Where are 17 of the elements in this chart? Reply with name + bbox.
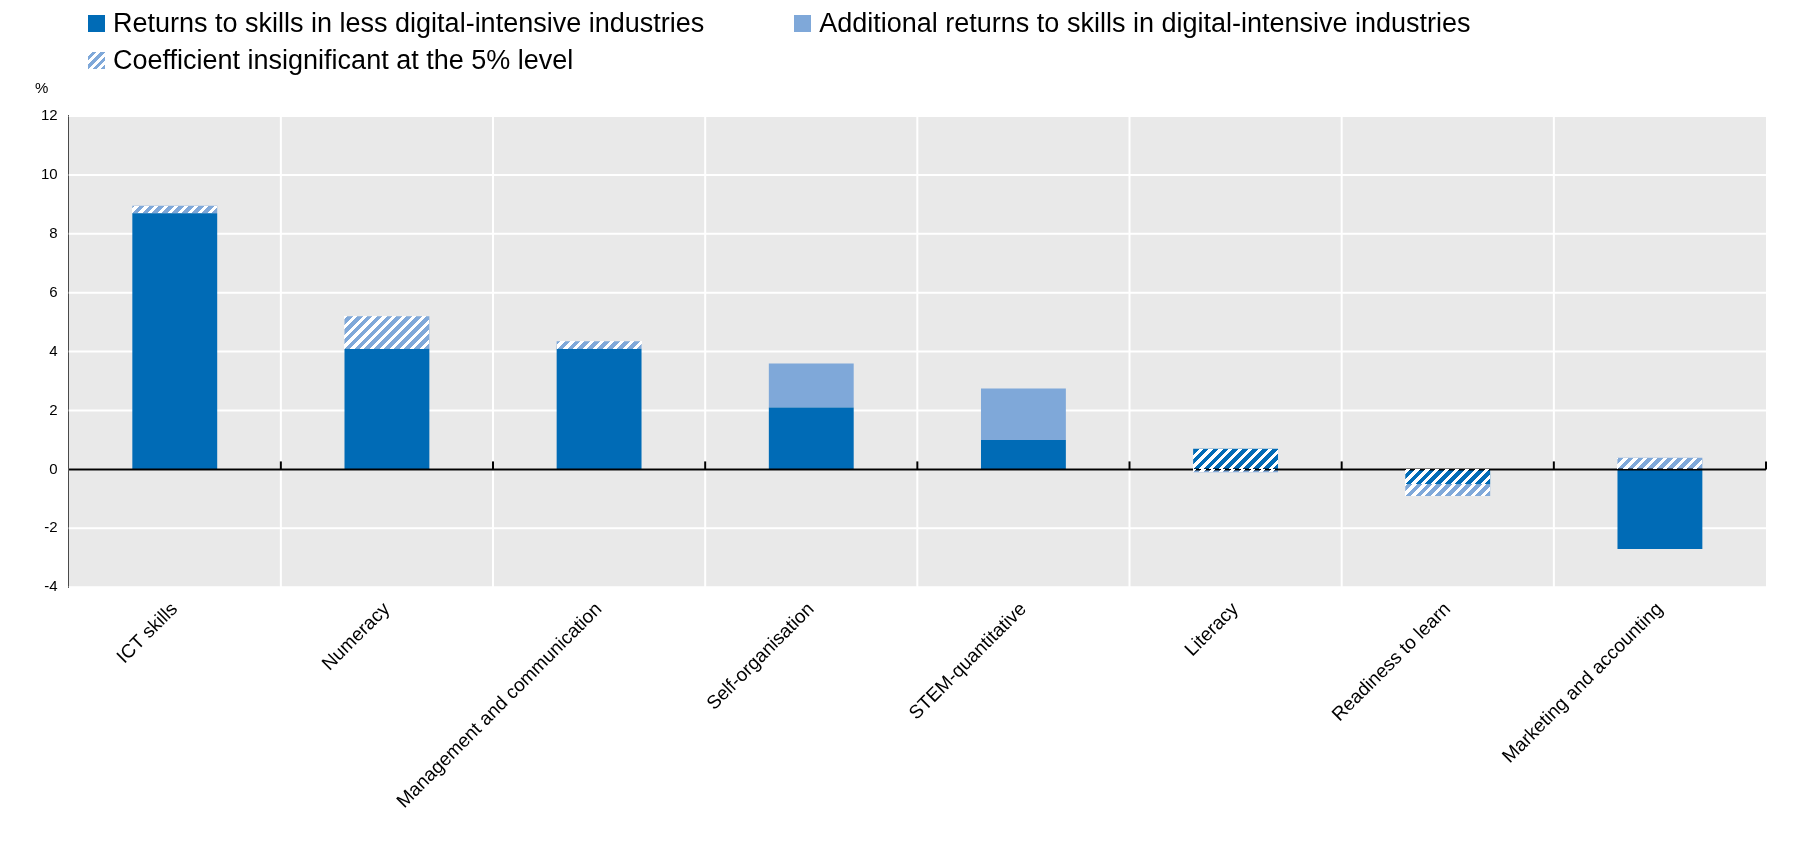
y-tick-label: 6 [49,282,58,300]
y-axis-title: % [35,78,49,96]
y-tick-label: 0 [49,459,58,477]
bar [980,388,1066,440]
y-tick-label: 2 [49,400,58,418]
y-tick-label: -2 [44,518,58,536]
y-tick-label: 4 [49,341,58,359]
y-tick-label: 8 [49,223,58,241]
legend-label: Returns to skills in less digital-intensive industries [113,8,705,39]
legend-label: Coefficient insignificant at the 5% level [113,45,574,76]
y-tick-label: 12 [41,106,58,124]
bar [980,439,1066,470]
y-tick-label: 10 [41,165,58,183]
bar [768,363,854,408]
bar [768,407,854,470]
legend-label: Additional returns to skills in digital-intensive industries [819,8,1471,39]
y-tick-label: -4 [44,577,58,595]
